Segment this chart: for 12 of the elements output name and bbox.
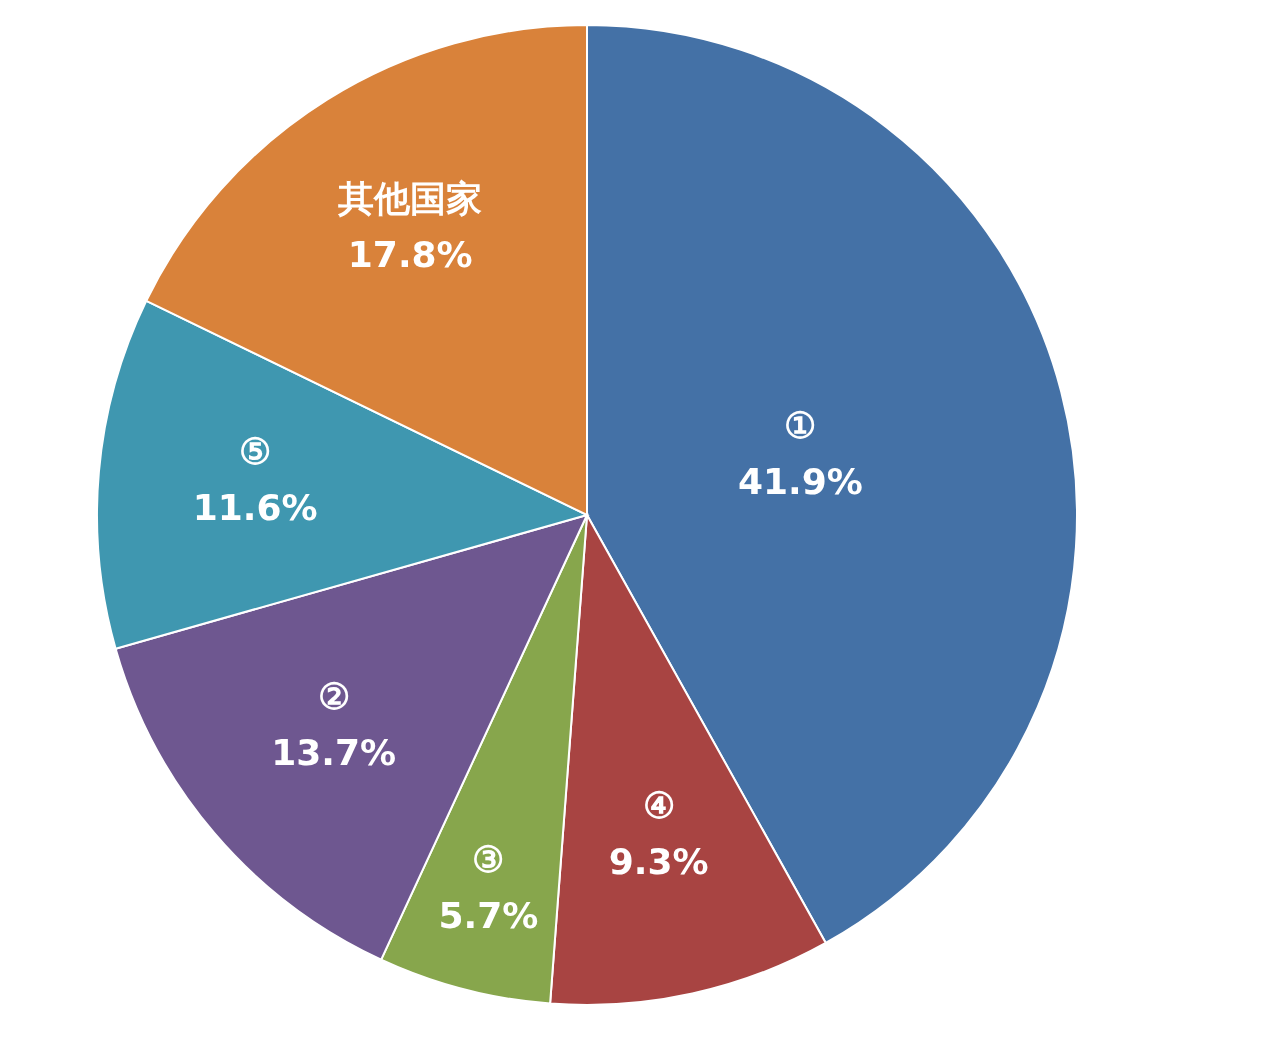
slice-label: 其他国家 (337, 176, 483, 219)
data-label: 41.9% (737, 460, 863, 502)
data-label: 11.6% (192, 486, 318, 528)
data-label: 9.3% (608, 841, 709, 883)
slice-label: ② (317, 675, 350, 718)
slice-label: ④ (642, 784, 675, 827)
slice-label: ① (784, 403, 817, 446)
slice-label: ③ (472, 838, 505, 881)
data-label: 5.7% (438, 895, 539, 937)
data-label: 17.8% (347, 233, 473, 275)
slice-label: ⑤ (239, 429, 272, 472)
data-label: 13.7% (271, 732, 397, 774)
